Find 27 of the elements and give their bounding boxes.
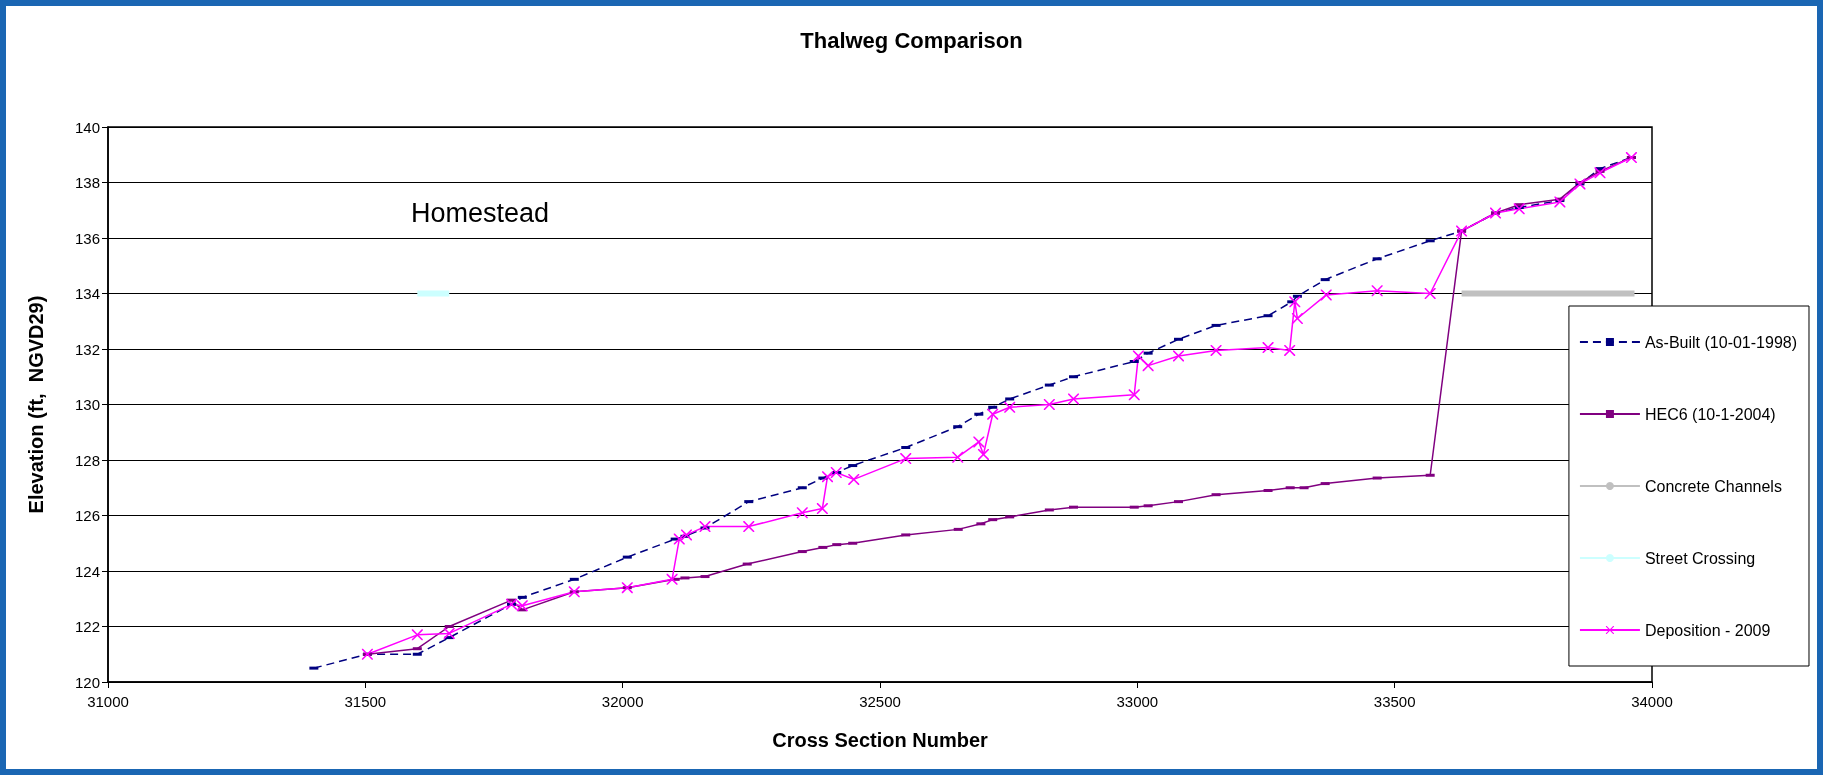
y-tick-label: 120 <box>74 673 100 691</box>
x-tick-label: 32000 <box>601 693 644 710</box>
y-tick-label: 124 <box>74 562 100 580</box>
legend-label: HEC6 (10-1-2004) <box>1644 405 1776 423</box>
x-tick-label: 34000 <box>1631 693 1673 710</box>
y-tick-label: 140 <box>74 118 100 136</box>
legend-label: Street Crossing <box>1644 549 1756 567</box>
x-axis-title: Cross Section Number <box>772 729 989 751</box>
y-tick-label: 128 <box>74 451 100 469</box>
annotation: Homestead <box>411 197 550 228</box>
legend-label: Concrete Channels <box>1644 477 1782 495</box>
y-axis-title: Elevation (ft, NGVD29) <box>25 295 47 514</box>
y-tick-label: 126 <box>74 507 100 524</box>
y-tick-label: 130 <box>74 396 100 413</box>
y-tick-label: 134 <box>74 285 100 302</box>
y-tick-label: 132 <box>74 340 100 358</box>
legend-label: As-Built (10-01-1998) <box>1644 333 1798 351</box>
y-tick-label: 138 <box>74 174 100 191</box>
chart-title: Thalweg Comparison <box>800 27 1023 53</box>
legend-label: Deposition - 2009 <box>1644 621 1771 639</box>
x-tick-label: 33000 <box>1116 693 1159 710</box>
x-tick-label: 33500 <box>1373 693 1416 710</box>
x-tick-label: 32500 <box>859 693 901 710</box>
x-tick-label: 31000 <box>87 693 129 710</box>
x-tick-label: 31500 <box>344 693 387 710</box>
y-tick-label: 122 <box>74 618 100 635</box>
y-tick-label: 136 <box>74 229 100 247</box>
